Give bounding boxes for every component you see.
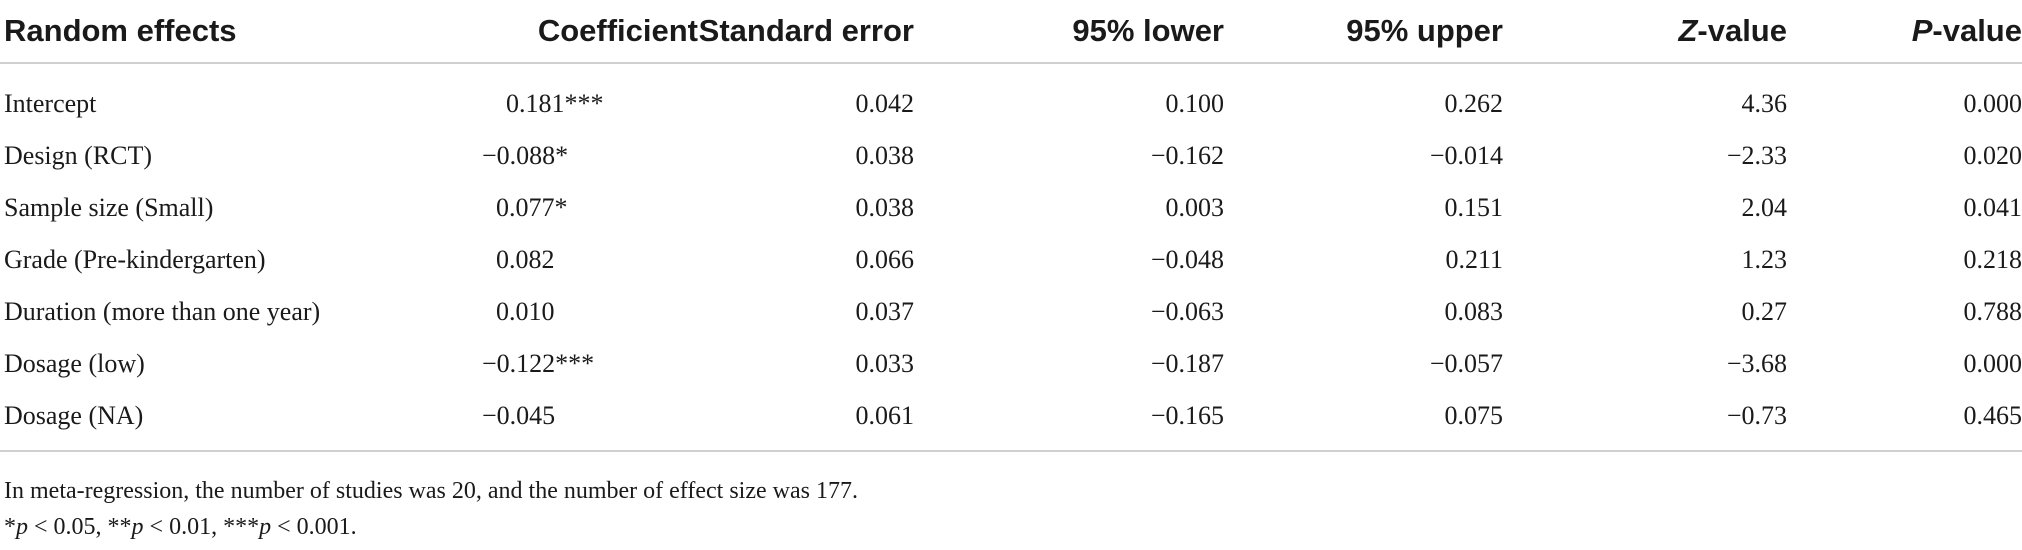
cell-standard-error: 0.037	[855, 297, 915, 326]
cell-z-value: 2.04	[1741, 193, 1788, 222]
table-row: Dosage (NA) −0.045 0.061 −0.165 0.075 −0.73 0.…	[0, 390, 2022, 452]
cell-95-lower: 0.100	[1165, 89, 1225, 118]
header-p-rest: -value	[1932, 13, 2022, 48]
sig-stars-2: **	[107, 514, 132, 540]
cell-z-value: −3.68	[1726, 349, 1787, 378]
results-table-wrapper: Random effects Coefficient Standard erro…	[0, 0, 2022, 452]
header-95-lower: 95% lower	[914, 0, 1224, 64]
cell-coefficient: −0.122***	[482, 338, 698, 390]
cell-95-lower: −0.165	[914, 390, 1224, 452]
cell-95-upper: 0.151	[1444, 193, 1504, 222]
header-z-rest: -value	[1697, 13, 1787, 48]
cell-95-lower: −0.187	[1150, 349, 1224, 378]
coefficient-value: 0.077*	[496, 193, 568, 222]
header-p-italic: P	[1911, 13, 1933, 48]
sig-p-2: p	[131, 514, 144, 540]
sig-text-3: < 0.001.	[271, 514, 357, 540]
cell-p-value: 0.041	[1963, 193, 2022, 222]
cell-coefficient: 0.082	[482, 234, 698, 286]
cell-random-effect: Dosage (NA)	[0, 390, 482, 452]
table-body: Intercept 0.181*** 0.042 0.100 0.262 4.36 0.00…	[0, 63, 2022, 452]
cell-standard-error: 0.033	[855, 349, 915, 378]
cell-coefficient: −0.045	[482, 390, 698, 452]
cell-95-lower: 0.003	[1165, 193, 1225, 222]
cell-95-lower: −0.162	[1150, 141, 1224, 170]
cell-z-value: −2.33	[1726, 141, 1787, 170]
cell-95-upper: 0.075	[1224, 390, 1503, 452]
sig-p-1: p	[16, 514, 28, 540]
cell-random-effect: Design (RCT)	[4, 141, 153, 170]
cell-95-lower: −0.048	[1150, 245, 1224, 274]
table-row: Duration (more than one year) 0.010 0.037 −…	[0, 286, 2022, 338]
cell-standard-error: 0.042	[855, 89, 915, 118]
table-row: Grade (Pre-kindergarten) 0.082 0.066 −0.048…	[0, 234, 2022, 286]
sig-text-2: < 0.01,	[143, 514, 224, 540]
cell-p-value: 0.465	[1787, 390, 2022, 452]
cell-random-effect: Grade (Pre-kindergarten)	[4, 245, 266, 274]
table-row: Intercept 0.181*** 0.042 0.100 0.262 4.36 0.00…	[0, 63, 2022, 130]
cell-standard-error: 0.061	[698, 390, 914, 452]
random-effects-table: Random effects Coefficient Standard erro…	[0, 0, 2022, 452]
cell-95-upper: 0.211	[1445, 245, 1503, 274]
cell-coefficient: 0.181***	[482, 63, 698, 130]
cell-standard-error: 0.066	[855, 245, 915, 274]
cell-95-upper: 0.262	[1444, 89, 1504, 118]
cell-random-effect: Sample size (Small)	[4, 193, 214, 222]
sig-stars-1: *	[4, 514, 16, 540]
coefficient-value: −0.045	[482, 401, 556, 430]
cell-95-upper: −0.057	[1429, 349, 1503, 378]
cell-z-value: 0.27	[1741, 297, 1788, 326]
cell-z-value: −0.73	[1503, 390, 1787, 452]
cell-95-upper: −0.014	[1429, 141, 1503, 170]
cell-standard-error: 0.038	[855, 193, 915, 222]
cell-95-upper: 0.083	[1444, 297, 1504, 326]
cell-random-effect: Duration (more than one year)	[4, 297, 321, 326]
coefficient-value: 0.181***	[506, 89, 604, 118]
header-random-effects: Random effects	[0, 0, 482, 64]
cell-p-value: 0.218	[1963, 245, 2022, 274]
cell-coefficient: 0.010	[482, 286, 698, 338]
cell-p-value: 0.788	[1963, 297, 2022, 326]
coefficient-value: −0.122***	[482, 349, 595, 378]
table-row: Sample size (Small) 0.077* 0.038 0.003 0.151…	[0, 182, 2022, 234]
footnote-note: In meta-regression, the number of studie…	[4, 478, 858, 504]
coefficient-value: 0.010	[496, 297, 555, 326]
header-z-italic: Z	[1678, 13, 1698, 48]
footnote-significance: *p < 0.05, **p < 0.01, ***p < 0.001.	[4, 514, 357, 541]
cell-z-value: 4.36	[1741, 89, 1788, 118]
cell-random-effect: Dosage (low)	[4, 349, 145, 378]
header-standard-error: Standard error	[698, 0, 914, 64]
table-row: Dosage (low) −0.122*** 0.033 −0.187 −0.057 −3…	[0, 338, 2022, 390]
cell-random-effect: Intercept	[4, 89, 97, 118]
coefficient-value: −0.088*	[482, 141, 569, 170]
header-p-value: P-value	[1787, 0, 2022, 64]
cell-coefficient: −0.088*	[482, 130, 698, 182]
cell-z-value: 1.23	[1741, 245, 1788, 274]
table-header-row: Random effects Coefficient Standard erro…	[0, 0, 2022, 64]
sig-text-1: < 0.05,	[28, 514, 108, 540]
header-z-value: Z-value	[1503, 0, 1787, 64]
cell-standard-error: 0.038	[855, 141, 915, 170]
cell-p-value: 0.020	[1963, 141, 2022, 170]
sig-p-3: p	[259, 514, 272, 540]
sig-stars-3: ***	[223, 514, 260, 540]
header-coefficient: Coefficient	[482, 0, 698, 64]
coefficient-value: 0.082	[496, 245, 555, 274]
cell-p-value: 0.000	[1963, 349, 2022, 378]
header-95-upper: 95% upper	[1224, 0, 1503, 64]
table-row: Design (RCT) −0.088* 0.038 −0.162 −0.014 −2.3…	[0, 130, 2022, 182]
cell-95-lower: −0.063	[1150, 297, 1224, 326]
cell-coefficient: 0.077*	[482, 182, 698, 234]
cell-p-value: 0.000	[1963, 89, 2022, 118]
